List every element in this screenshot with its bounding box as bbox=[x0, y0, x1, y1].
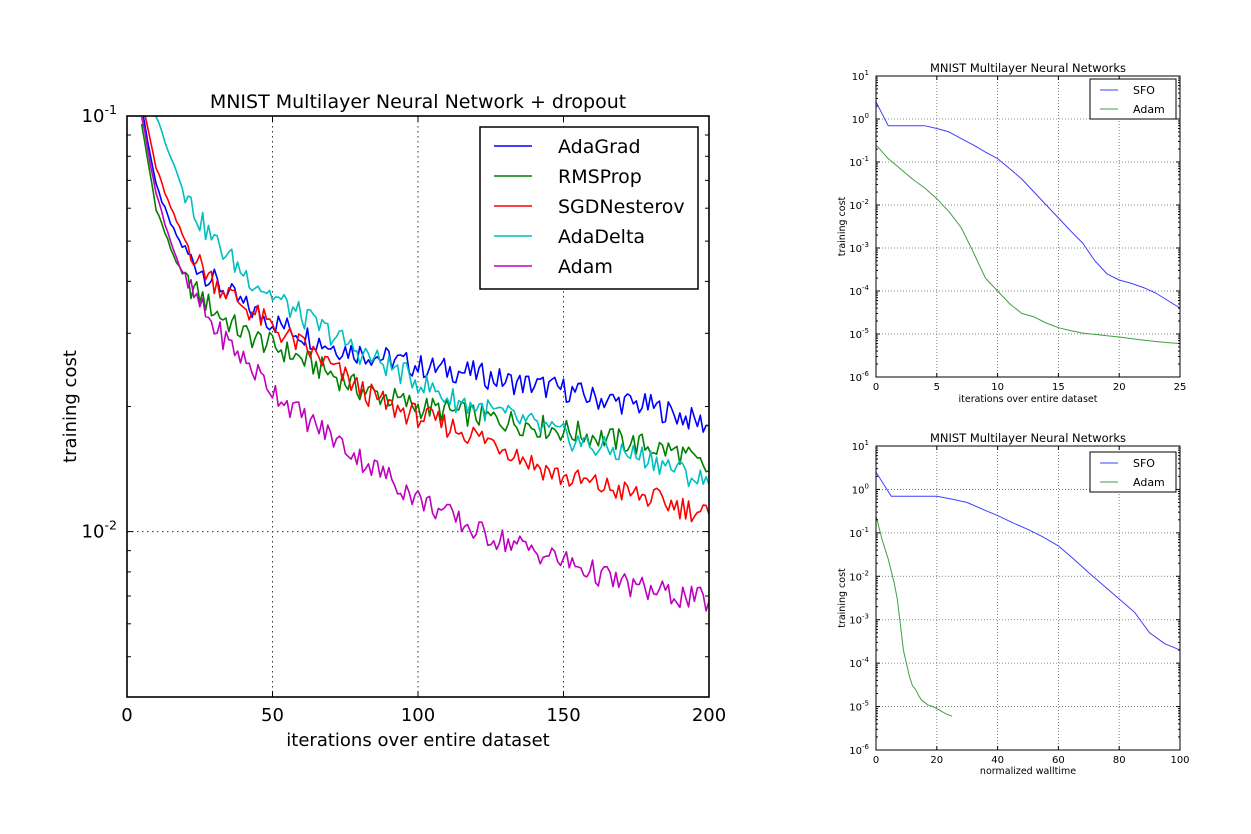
series-group bbox=[876, 101, 1180, 344]
y-tick-label: 10-6 bbox=[849, 370, 869, 384]
chart-bottom-right: 0 20 40 60 80 100 101 100 10-1 10-2 10-3 10-4 10-5 10… bbox=[837, 431, 1190, 777]
y-tick-label: 10-3 bbox=[849, 613, 869, 627]
chart-main: 0 50 100 150 200 10-1 10-2 MNIST Multilayer Neu… bbox=[60, 91, 726, 751]
series-sfo bbox=[876, 101, 1180, 309]
y-axis-label: training cost bbox=[837, 568, 848, 628]
legend-label: Adam bbox=[1133, 476, 1165, 489]
x-tick-label: 150 bbox=[546, 705, 580, 726]
x-tick-label: 25 bbox=[1174, 382, 1187, 393]
y-tick-label: 10-5 bbox=[849, 327, 869, 341]
x-tick-label: 200 bbox=[692, 705, 726, 726]
y-tick-label: 10-4 bbox=[849, 656, 869, 670]
legend-label: Adam bbox=[1133, 103, 1165, 116]
series-rmsprop bbox=[140, 123, 709, 473]
y-tick-label: 10-1 bbox=[849, 526, 869, 540]
legend: SFO Adam bbox=[1089, 78, 1177, 120]
y-tick-label: 10-4 bbox=[849, 284, 869, 298]
y-tick-label: 10-3 bbox=[849, 241, 869, 255]
legend-label: SGDNesterov bbox=[558, 196, 685, 218]
x-tick-label: 80 bbox=[1113, 755, 1126, 766]
legend-label: SFO bbox=[1133, 84, 1155, 97]
series-adadelta bbox=[155, 116, 709, 488]
series-adam bbox=[876, 515, 953, 717]
x-tick-label: 0 bbox=[873, 755, 879, 766]
y-tick-label: 10-2 bbox=[82, 518, 117, 543]
chart-top-right: 0 5 10 15 20 25 101 100 10-1 10-2 10-3 10-4 10-5 10-6… bbox=[837, 61, 1186, 405]
x-tick-label: 20 bbox=[1113, 382, 1126, 393]
y-tick-label: 10-2 bbox=[849, 198, 869, 212]
x-axis-label: iterations over entire dataset bbox=[286, 730, 549, 751]
chart-title: MNIST Multilayer Neural Networks bbox=[930, 431, 1126, 445]
x-tick-label: 100 bbox=[1170, 755, 1189, 766]
y-axis-label: training cost bbox=[837, 196, 848, 256]
x-axis-label: iterations over entire dataset bbox=[958, 394, 1097, 405]
legend: AdaGrad RMSProp SGDNesterov AdaDelta Adam bbox=[479, 126, 699, 290]
chart-title: MNIST Multilayer Neural Networks bbox=[930, 61, 1126, 75]
y-tick-label: 10-6 bbox=[849, 743, 869, 757]
x-tick-label: 10 bbox=[991, 382, 1004, 393]
x-tick-label: 0 bbox=[873, 382, 879, 393]
axes-frame bbox=[875, 75, 1181, 378]
y-tick-label: 10-5 bbox=[849, 700, 869, 714]
x-tick-label: 15 bbox=[1052, 382, 1065, 393]
series-sgdnesterov bbox=[144, 116, 709, 523]
series-adam bbox=[876, 144, 1180, 344]
x-tick-label: 20 bbox=[930, 755, 943, 766]
y-tick-label: 101 bbox=[852, 69, 869, 83]
legend-label: AdaGrad bbox=[558, 136, 641, 158]
y-tick-label: 100 bbox=[852, 482, 869, 496]
x-tick-label: 5 bbox=[934, 382, 940, 393]
chart-title: MNIST Multilayer Neural Network + dropou… bbox=[210, 91, 626, 113]
legend-label: AdaDelta bbox=[558, 226, 645, 248]
x-axis-label: normalized walltime bbox=[980, 766, 1076, 777]
y-tick-label: 10-1 bbox=[849, 155, 869, 169]
axes-frame bbox=[875, 445, 1181, 751]
legend-label: RMSProp bbox=[558, 166, 642, 188]
legend-label: SFO bbox=[1133, 457, 1155, 470]
series-sfo bbox=[876, 471, 1180, 651]
y-axis-label: training cost bbox=[60, 350, 81, 463]
y-tick-label: 101 bbox=[852, 439, 869, 453]
y-tick-label: 10-1 bbox=[82, 102, 117, 127]
x-tick-label: 0 bbox=[121, 705, 132, 726]
series-adam bbox=[140, 116, 709, 612]
y-tick-label: 100 bbox=[852, 112, 869, 126]
x-tick-label: 50 bbox=[261, 705, 284, 726]
x-tick-label: 100 bbox=[401, 705, 435, 726]
y-tick-label: 10-2 bbox=[849, 569, 869, 583]
x-tick-label: 40 bbox=[991, 755, 1004, 766]
legend: SFO Adam bbox=[1089, 451, 1177, 493]
series-group bbox=[876, 471, 1180, 717]
legend-label: Adam bbox=[558, 256, 613, 278]
series-group bbox=[140, 116, 709, 612]
x-tick-label: 60 bbox=[1052, 755, 1065, 766]
